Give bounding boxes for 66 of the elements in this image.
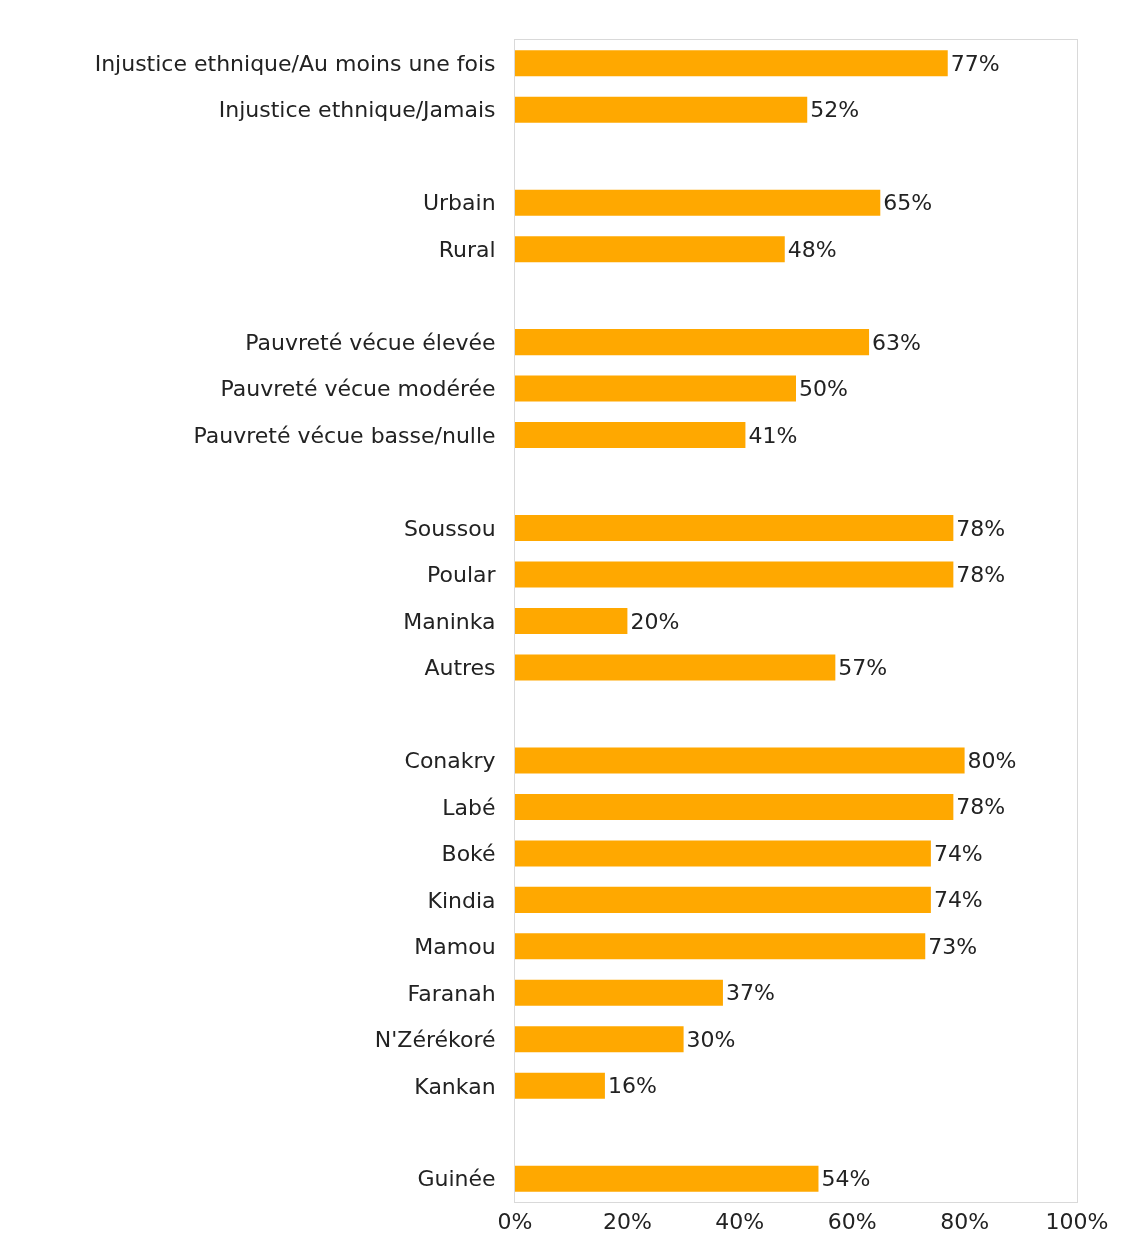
data-label: 20% — [630, 608, 680, 634]
x-tick-label: 80% — [940, 1209, 990, 1235]
bar — [515, 747, 965, 774]
bar — [515, 654, 836, 681]
y-tick-label: Kankan — [414, 1073, 496, 1099]
y-tick-label: N'Zérékoré — [374, 1027, 496, 1053]
data-label: 63% — [872, 329, 921, 355]
y-tick-label: Kindia — [427, 887, 496, 913]
y-tick-label: Pauvreté vécue élevée — [245, 329, 496, 355]
x-tick-label: 100% — [1045, 1209, 1109, 1235]
bar — [515, 189, 881, 216]
y-tick-label: Poular — [427, 562, 497, 588]
bar — [515, 375, 796, 402]
data-label: 50% — [799, 376, 848, 402]
bar — [515, 1026, 684, 1053]
bar — [515, 422, 746, 449]
bar — [515, 979, 723, 1006]
bar — [515, 840, 931, 867]
data-label: 57% — [838, 654, 888, 680]
y-tick-label: Mamou — [414, 934, 496, 960]
data-label: 78% — [956, 562, 1006, 588]
data-label: 30% — [686, 1026, 736, 1052]
bar — [515, 96, 808, 123]
y-tick-label: Soussou — [403, 515, 496, 541]
y-tick-label: Boké — [441, 841, 496, 867]
data-label: 77% — [950, 50, 1000, 76]
y-tick-label: Guinée — [417, 1166, 496, 1192]
y-tick-label: Conakry — [404, 748, 496, 774]
y-tick-label: Injustice ethnique/Jamais — [218, 97, 496, 123]
y-tick-label: Maninka — [403, 608, 496, 634]
data-label: 41% — [748, 422, 798, 448]
data-label: 54% — [821, 1166, 871, 1192]
x-tick-label: 60% — [827, 1209, 877, 1235]
bar — [515, 329, 870, 356]
data-label: 65% — [883, 190, 933, 216]
data-label: 48% — [787, 236, 837, 262]
bar — [515, 561, 954, 588]
y-tick-label: Pauvreté vécue modérée — [220, 376, 496, 402]
data-label: 37% — [725, 980, 775, 1006]
bar — [515, 236, 785, 263]
y-tick-label: Autres — [424, 655, 496, 681]
data-label: 78% — [956, 794, 1006, 820]
y-tick-label: Faranah — [407, 980, 496, 1006]
data-label: 80% — [967, 747, 1017, 773]
bar — [515, 1072, 605, 1099]
bar — [515, 933, 926, 960]
bar — [515, 607, 628, 635]
x-tick-label: 40% — [715, 1209, 765, 1235]
data-label: 78% — [956, 515, 1006, 541]
x-tick-label: 20% — [602, 1209, 652, 1235]
bar — [515, 50, 948, 77]
y-tick-label: Rural — [438, 236, 496, 262]
bar — [515, 1165, 819, 1192]
x-tick-label: 0% — [497, 1209, 533, 1235]
bar — [515, 515, 954, 542]
bar — [515, 886, 931, 913]
y-tick-label: Labé — [442, 794, 496, 820]
y-tick-label: Pauvreté vécue basse/nulle — [193, 422, 496, 448]
data-label: 73% — [928, 933, 978, 959]
data-label: 74% — [933, 840, 983, 866]
y-tick-label: Injustice ethnique/Au moins une fois — [94, 50, 496, 76]
data-label: 16% — [607, 1073, 657, 1099]
bar — [515, 793, 954, 820]
data-label: 52% — [810, 97, 860, 123]
data-label: 74% — [933, 887, 983, 913]
y-tick-label: Urbain — [422, 190, 496, 216]
